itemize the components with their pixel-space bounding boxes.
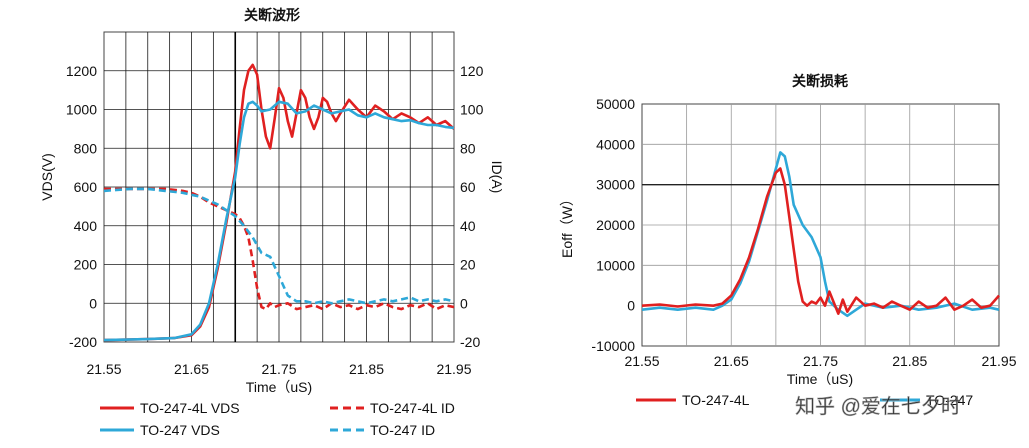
left-y-tick-label: 400 (74, 218, 98, 234)
right-y-tick-label: 20000 (596, 217, 635, 233)
right-y-tick-label: 0 (627, 298, 635, 314)
left-y2-tick-label: 60 (460, 179, 476, 195)
left-y2-tick-label: 20 (460, 257, 476, 273)
right-y-axis-label: Eoff（W） (559, 192, 575, 258)
left-y-axis-label: VDS(V) (39, 153, 55, 200)
series-line-to-247-vds (103, 100, 455, 342)
series-line-to-247-id (103, 187, 455, 305)
left-x-tick-label: 21.85 (349, 361, 384, 377)
left-series-group (103, 63, 455, 342)
left-y-tick-label: 200 (74, 257, 98, 273)
left-y2-tick-label: 40 (460, 218, 476, 234)
right-x-tick-label: 21.95 (981, 353, 1016, 369)
legend-label: TO-247-4L VDS (140, 400, 240, 416)
right-series-group (641, 151, 1000, 318)
right-x-tick-label: 21.85 (892, 353, 927, 369)
right-y-tick-label: 30000 (596, 177, 635, 193)
legend-label: TO-247 (926, 392, 973, 408)
legend-label: TO-247-4L (682, 392, 750, 408)
left-y-tick-labels: -200 0 200 400 600 800 1000 1200 (66, 63, 97, 350)
left-x-tick-label: 21.65 (174, 361, 209, 377)
left-y-tick-label: 800 (74, 140, 98, 156)
left-x-tick-labels: 21.55 21.65 21.75 21.85 21.95 (86, 361, 471, 377)
left-y2-tick-label: 80 (460, 140, 476, 156)
left-y-tick-label: -200 (69, 334, 97, 350)
right-y-tick-label: 40000 (596, 136, 635, 152)
left-legend: TO-247-4L VDS TO-247-4L ID TO-247 VDS TO-24… (100, 400, 455, 438)
left-y2-axis-label: ID(A) (489, 161, 505, 194)
left-y2-tick-label: 0 (460, 295, 468, 311)
watermark-text: 知乎 @爱在七夕时 (795, 395, 961, 418)
left-chart-title: 关断波形 (244, 7, 300, 23)
right-x-axis-label: Time（uS) (787, 371, 853, 387)
left-y-tick-label: 0 (89, 295, 97, 311)
left-grid (104, 32, 454, 342)
left-x-tick-label: 21.75 (261, 361, 296, 377)
left-y2-tick-label: -20 (460, 334, 480, 350)
legend-label: TO-247-4L ID (370, 400, 455, 416)
legend-label: TO-247 ID (370, 422, 435, 438)
right-x-tick-label: 21.75 (803, 353, 838, 369)
left-x-axis-label: Time（uS) (246, 379, 312, 395)
legend-label: TO-247 VDS (140, 422, 220, 438)
right-x-tick-label: 21.65 (714, 353, 749, 369)
left-y2-tick-label: 120 (460, 63, 484, 79)
right-chart-title: 关断损耗 (792, 73, 848, 89)
left-y-tick-label: 1000 (66, 102, 97, 118)
right-legend: TO-247-4L TO-247 (636, 392, 973, 408)
left-x-tick-label: 21.95 (436, 361, 471, 377)
series-line-to-247-4l (641, 167, 1000, 316)
right-x-tick-label: 21.55 (624, 353, 659, 369)
left-y-tick-label: 1200 (66, 63, 97, 79)
right-y-tick-label: 50000 (596, 96, 635, 112)
left-y-tick-label: 600 (74, 179, 98, 195)
right-y-tick-label: 10000 (596, 257, 635, 273)
left-y2-tick-label: 100 (460, 102, 484, 118)
left-y2-tick-labels: -20 0 20 40 60 80 100 120 (460, 63, 484, 350)
right-y-tick-label: -10000 (591, 338, 635, 354)
left-x-tick-label: 21.55 (86, 361, 121, 377)
right-y-tick-labels: -10000 0 10000 20000 30000 40000 50000 (591, 96, 635, 354)
right-chart: 关断损耗 -10000 0 10000 20000 30000 40000 50000 21… (559, 73, 1017, 408)
right-x-tick-labels: 21.55 21.65 21.75 21.85 21.95 (624, 353, 1016, 369)
